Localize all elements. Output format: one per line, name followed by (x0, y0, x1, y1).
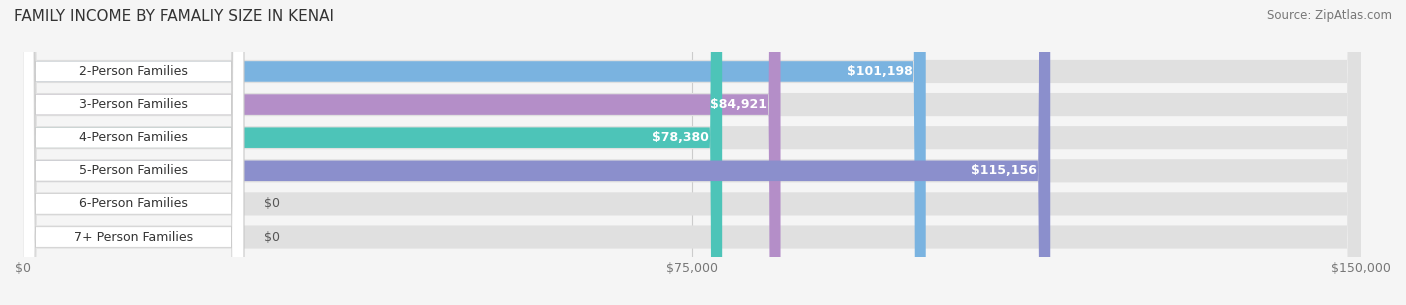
FancyBboxPatch shape (22, 0, 243, 305)
Text: 6-Person Families: 6-Person Families (79, 197, 188, 210)
Text: 7+ Person Families: 7+ Person Families (75, 231, 193, 243)
Text: FAMILY INCOME BY FAMALIY SIZE IN KENAI: FAMILY INCOME BY FAMALIY SIZE IN KENAI (14, 9, 335, 24)
FancyBboxPatch shape (22, 0, 243, 305)
FancyBboxPatch shape (22, 0, 925, 305)
Text: Source: ZipAtlas.com: Source: ZipAtlas.com (1267, 9, 1392, 22)
Text: 2-Person Families: 2-Person Families (79, 65, 188, 78)
Text: $0: $0 (264, 231, 280, 243)
FancyBboxPatch shape (22, 0, 1361, 305)
FancyBboxPatch shape (22, 0, 780, 305)
Text: $115,156: $115,156 (972, 164, 1036, 177)
Text: $78,380: $78,380 (652, 131, 709, 144)
FancyBboxPatch shape (22, 0, 1361, 305)
FancyBboxPatch shape (22, 0, 243, 305)
FancyBboxPatch shape (22, 0, 1361, 305)
Text: 4-Person Families: 4-Person Families (79, 131, 188, 144)
FancyBboxPatch shape (22, 0, 1361, 305)
FancyBboxPatch shape (22, 0, 1361, 305)
FancyBboxPatch shape (22, 0, 243, 305)
Text: $101,198: $101,198 (846, 65, 912, 78)
Text: $0: $0 (264, 197, 280, 210)
FancyBboxPatch shape (22, 0, 723, 305)
Text: 5-Person Families: 5-Person Families (79, 164, 188, 177)
FancyBboxPatch shape (22, 0, 243, 305)
FancyBboxPatch shape (22, 0, 1050, 305)
FancyBboxPatch shape (22, 0, 1361, 305)
Text: 3-Person Families: 3-Person Families (79, 98, 188, 111)
FancyBboxPatch shape (22, 0, 243, 305)
Text: $84,921: $84,921 (710, 98, 768, 111)
